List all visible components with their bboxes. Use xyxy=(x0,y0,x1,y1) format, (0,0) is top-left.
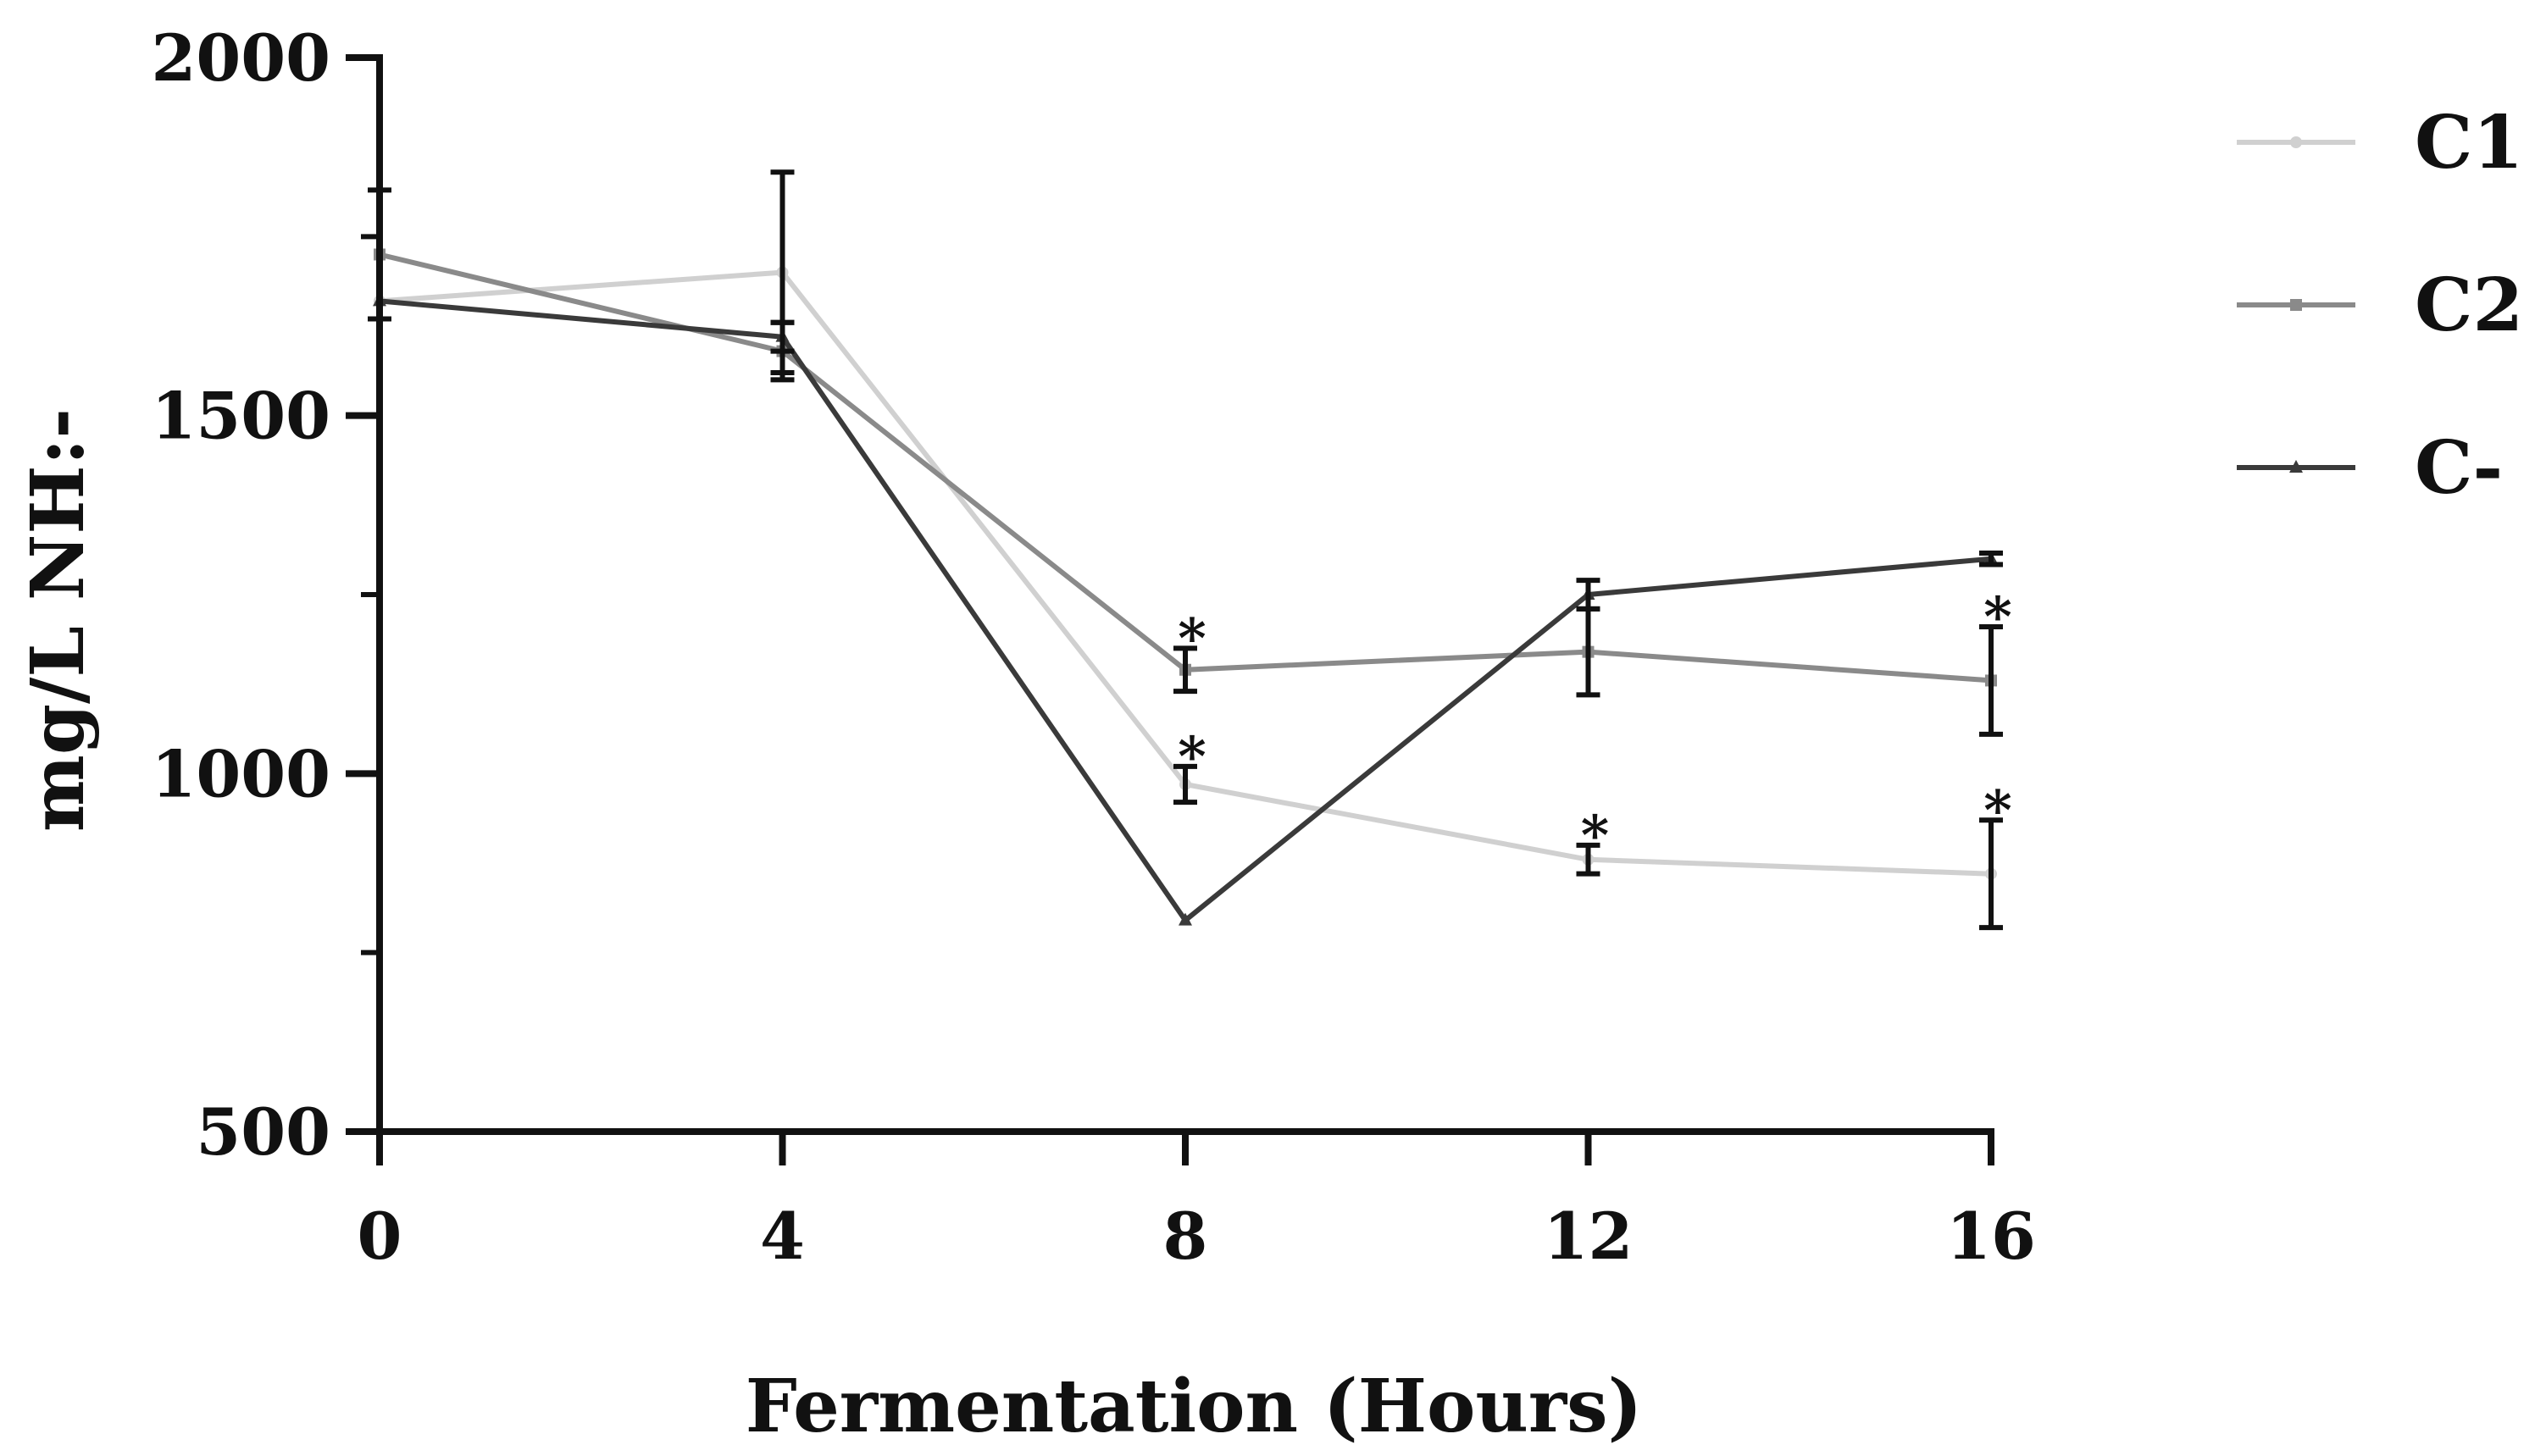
legend-item-cneg: C- xyxy=(2237,425,2503,511)
error-bar-c1-16 xyxy=(1979,817,2003,931)
significance-marker-c2-16: * xyxy=(1983,585,2011,649)
error-bar-c1-8 xyxy=(1173,763,1197,806)
x-axis-title: Fermentation (Hours) xyxy=(746,1364,1643,1449)
x-tick-label-12: 12 xyxy=(1544,1199,1634,1274)
legend-marker xyxy=(2290,136,2302,148)
x-tick-label-8: 8 xyxy=(1163,1199,1208,1274)
point-cneg-8 xyxy=(1179,912,1192,926)
legend-label-c1: C1 xyxy=(2415,100,2523,185)
axes xyxy=(376,54,1994,1135)
legend: C1 C2 C- xyxy=(2237,100,2523,511)
error-bar-cneg-16 xyxy=(1979,550,2003,567)
legend-label-c2: C2 xyxy=(2415,263,2523,348)
significance-marker-c1-8: * xyxy=(1178,725,1206,789)
significance-marker-c1-16: * xyxy=(1983,778,2011,842)
error-bar-cneg-4 xyxy=(770,319,795,354)
error-bar-layer xyxy=(368,169,2003,931)
legend-label-cneg: C- xyxy=(2415,425,2503,511)
x-tick-label-4: 4 xyxy=(760,1199,805,1274)
error-bar-c2-8 xyxy=(1173,645,1197,695)
significance-marker-c1-12: * xyxy=(1581,804,1609,867)
legend-marker xyxy=(2289,460,2303,473)
y-tick-label-1000: 1000 xyxy=(151,736,330,811)
significance-markers: * * * * * xyxy=(1178,585,2011,867)
x-tick-label-0: 0 xyxy=(358,1199,402,1274)
legend-marker xyxy=(2290,299,2302,311)
x-axis-ticks: 0 4 8 12 16 xyxy=(358,1132,2036,1274)
legend-item-c2: C2 xyxy=(2237,263,2523,348)
y-axis-title: mg/L NH:- xyxy=(15,408,101,832)
legend-item-c1: C1 xyxy=(2237,100,2523,185)
y-tick-label-1500: 1500 xyxy=(151,379,330,454)
y-axis-ticks: 500 1000 1500 2000 xyxy=(151,20,380,1170)
y-tick-label-2000: 2000 xyxy=(151,20,330,96)
error-bar-c2-16 xyxy=(1979,624,2003,737)
x-tick-label-16: 16 xyxy=(1946,1199,2036,1274)
error-bar-cneg-12 xyxy=(1576,578,1600,612)
significance-marker-c2-8: * xyxy=(1178,606,1206,670)
error-bar-c1-12 xyxy=(1576,842,1600,877)
series-layer xyxy=(373,248,1998,926)
y-tick-label-500: 500 xyxy=(196,1094,330,1170)
